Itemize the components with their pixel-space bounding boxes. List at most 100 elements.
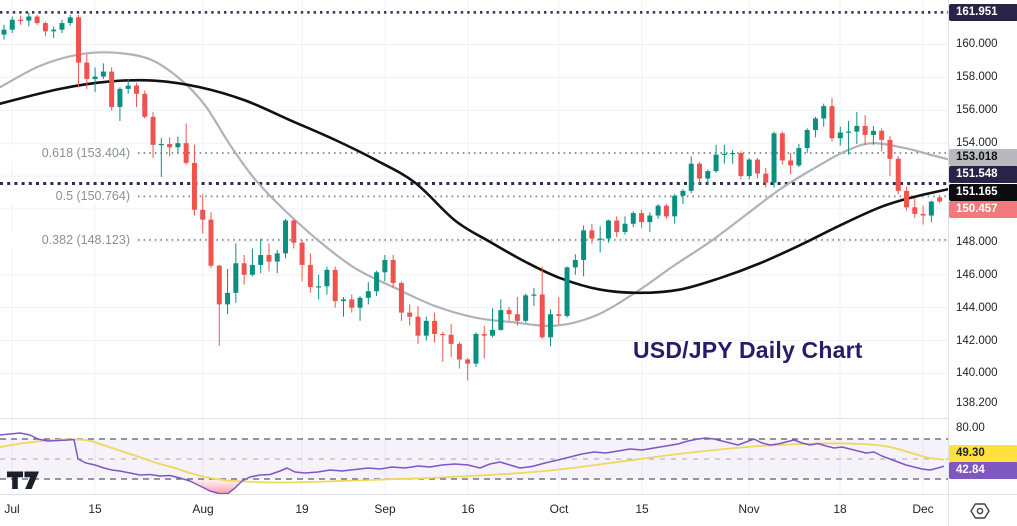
candle <box>34 16 40 24</box>
candle <box>51 29 57 32</box>
candle <box>167 143 173 148</box>
rsi-axis-label: 80.00 <box>956 422 985 434</box>
time-axis[interactable]: Jul 15 Aug 19 Sep 16 Oct 15 Nov 18 Dec <box>0 494 948 526</box>
candle <box>191 162 197 210</box>
candle <box>928 201 934 216</box>
time-axis-label: Jul <box>4 502 20 516</box>
candle <box>870 130 876 135</box>
candle <box>266 255 272 262</box>
candle <box>216 265 222 305</box>
candle <box>647 215 653 223</box>
candle <box>9 19 15 30</box>
candle <box>208 219 214 266</box>
price-axis-label: 160.000 <box>956 38 998 51</box>
candle <box>117 88 123 107</box>
candle <box>895 158 901 191</box>
price-badge: 42.84 <box>949 462 1017 480</box>
price-axis-label: 158.000 <box>956 71 998 84</box>
candle <box>829 106 835 139</box>
candle <box>904 190 910 208</box>
candle <box>76 17 82 63</box>
candle <box>432 320 438 334</box>
rsi-chart-canvas[interactable] <box>0 419 948 494</box>
candle <box>498 310 504 330</box>
candle <box>258 255 264 265</box>
candle <box>398 282 404 313</box>
candle <box>721 153 727 156</box>
candle <box>697 163 703 179</box>
candle <box>738 153 744 177</box>
candle <box>821 106 827 119</box>
candle <box>804 130 810 149</box>
candle <box>142 93 148 117</box>
candle <box>465 359 471 364</box>
candle <box>655 205 661 216</box>
candle <box>754 159 760 174</box>
candle <box>241 263 247 275</box>
candle <box>1 29 7 35</box>
candle <box>316 286 322 288</box>
price-chart-canvas[interactable] <box>0 0 948 418</box>
candle <box>390 259 396 283</box>
candle <box>730 153 736 155</box>
candle <box>225 292 231 305</box>
candle <box>183 143 189 163</box>
candle <box>274 253 280 262</box>
time-axis-label: 15 <box>88 502 102 516</box>
rsi-ma-line <box>0 438 945 484</box>
candle <box>233 263 239 293</box>
candle <box>663 205 669 217</box>
chart-title-watermark: USD/JPY Daily Chart <box>633 337 863 363</box>
time-axis-label: 18 <box>833 502 847 516</box>
candle <box>481 333 487 336</box>
gray_ma-line <box>0 51 948 328</box>
candle <box>705 171 711 179</box>
time-axis-label: Dec <box>912 502 934 516</box>
candle <box>100 71 106 77</box>
candle <box>133 85 139 94</box>
candle <box>581 230 587 260</box>
candle <box>680 190 686 196</box>
candle <box>448 334 454 344</box>
tradingview-logo-icon[interactable] <box>7 471 40 490</box>
candle <box>283 220 289 254</box>
time-axis-label: 15 <box>635 502 649 516</box>
candle <box>374 272 380 292</box>
candle <box>506 310 512 315</box>
price-badge: 49.30 <box>949 444 1017 462</box>
candle <box>846 131 852 133</box>
price-axis-label: 138.200 <box>956 397 998 410</box>
candle <box>589 230 595 239</box>
candle <box>514 314 520 321</box>
time-axis-label: 19 <box>295 502 309 516</box>
candle <box>630 213 636 224</box>
time-axis-label: Sep <box>374 502 396 516</box>
candle <box>539 294 545 338</box>
rsi-oversold-fill <box>183 479 246 494</box>
hexagon-target-icon[interactable] <box>969 501 991 521</box>
price-pane[interactable]: 0.618 (153.404) 0.5 (150.764) 0.382 (148… <box>0 0 948 418</box>
rsi-indicator-pane[interactable] <box>0 418 948 494</box>
time-axis-label: Nov <box>738 502 760 516</box>
price-axis-label: 154.000 <box>956 137 998 150</box>
price-badge: 151.548 <box>949 166 1017 184</box>
fib-retracement-lines <box>138 151 948 241</box>
candle <box>42 23 48 32</box>
price-axis-label: 146.000 <box>956 268 998 281</box>
price-badge: 150.457 <box>949 201 1017 219</box>
time-axis-label: Oct <box>549 502 569 516</box>
candle <box>746 159 752 177</box>
candle <box>332 269 338 302</box>
candle <box>249 264 255 275</box>
candle <box>67 17 73 24</box>
candle <box>415 316 421 336</box>
candle <box>423 320 429 336</box>
candle <box>639 213 645 223</box>
price-badge: 151.165 <box>949 183 1017 201</box>
candle <box>382 259 388 273</box>
time-axis-label: Aug <box>192 502 214 516</box>
price-axis[interactable]: 160.000158.000156.000154.000152.000150.0… <box>948 0 1017 494</box>
candle <box>713 154 719 172</box>
candle <box>200 209 206 220</box>
candle <box>771 133 777 183</box>
